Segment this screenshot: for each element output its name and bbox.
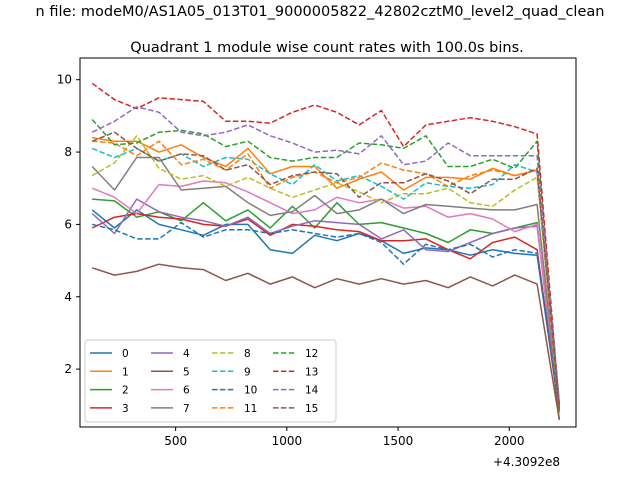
legend-label-12: 12 — [305, 348, 318, 360]
legend-label-15: 15 — [305, 403, 318, 415]
y-tick-label: 2 — [64, 362, 72, 376]
legend-label-5: 5 — [183, 366, 190, 378]
series-line-15 — [91, 131, 561, 409]
legend-label-2: 2 — [122, 385, 129, 397]
legend-label-3: 3 — [122, 403, 129, 415]
series-line-11 — [92, 140, 561, 413]
legend-label-13: 13 — [305, 366, 318, 378]
plot-frame — [79, 57, 577, 428]
legend-label-4: 4 — [183, 348, 190, 360]
series-line-12 — [91, 119, 561, 413]
x-offset-label: +4.3092e8 — [493, 455, 560, 469]
series-line-2 — [92, 198, 561, 420]
legend-label-10: 10 — [244, 385, 257, 397]
series-line-4 — [91, 198, 561, 413]
legend-label-8: 8 — [244, 348, 251, 360]
legend-label-6: 6 — [183, 385, 190, 397]
legend-frame — [84, 339, 337, 423]
y-tick-label: 4 — [64, 290, 72, 304]
legend-label-14: 14 — [305, 385, 319, 397]
x-tick-label: 2000 — [494, 434, 525, 448]
y-tick-label: 8 — [64, 145, 72, 159]
series-line-14 — [91, 106, 561, 402]
series-line-0 — [91, 209, 561, 413]
chart-suptitle: n file: modeM0/AS1A05_013T01_9000005822_… — [36, 4, 605, 20]
legend-label-1: 1 — [122, 366, 129, 378]
series-line-13 — [91, 82, 561, 406]
legend-label-7: 7 — [183, 403, 190, 415]
x-tick-label: 1500 — [383, 434, 414, 448]
y-tick-label: 6 — [64, 217, 72, 231]
series-line-3 — [91, 212, 561, 413]
series-line-5 — [91, 263, 561, 420]
chart-title: Quadrant 1 module wise count rates with … — [130, 40, 524, 56]
legend-label-11: 11 — [244, 403, 257, 415]
x-tick-label: 1000 — [272, 434, 303, 448]
legend-label-0: 0 — [122, 348, 129, 360]
y-tick-label: 10 — [57, 73, 72, 87]
x-tick-label: 500 — [164, 434, 187, 448]
series-line-8 — [91, 135, 561, 413]
series-line-10 — [92, 221, 561, 410]
series-line-1 — [92, 136, 561, 413]
legend-label-9: 9 — [244, 366, 251, 378]
